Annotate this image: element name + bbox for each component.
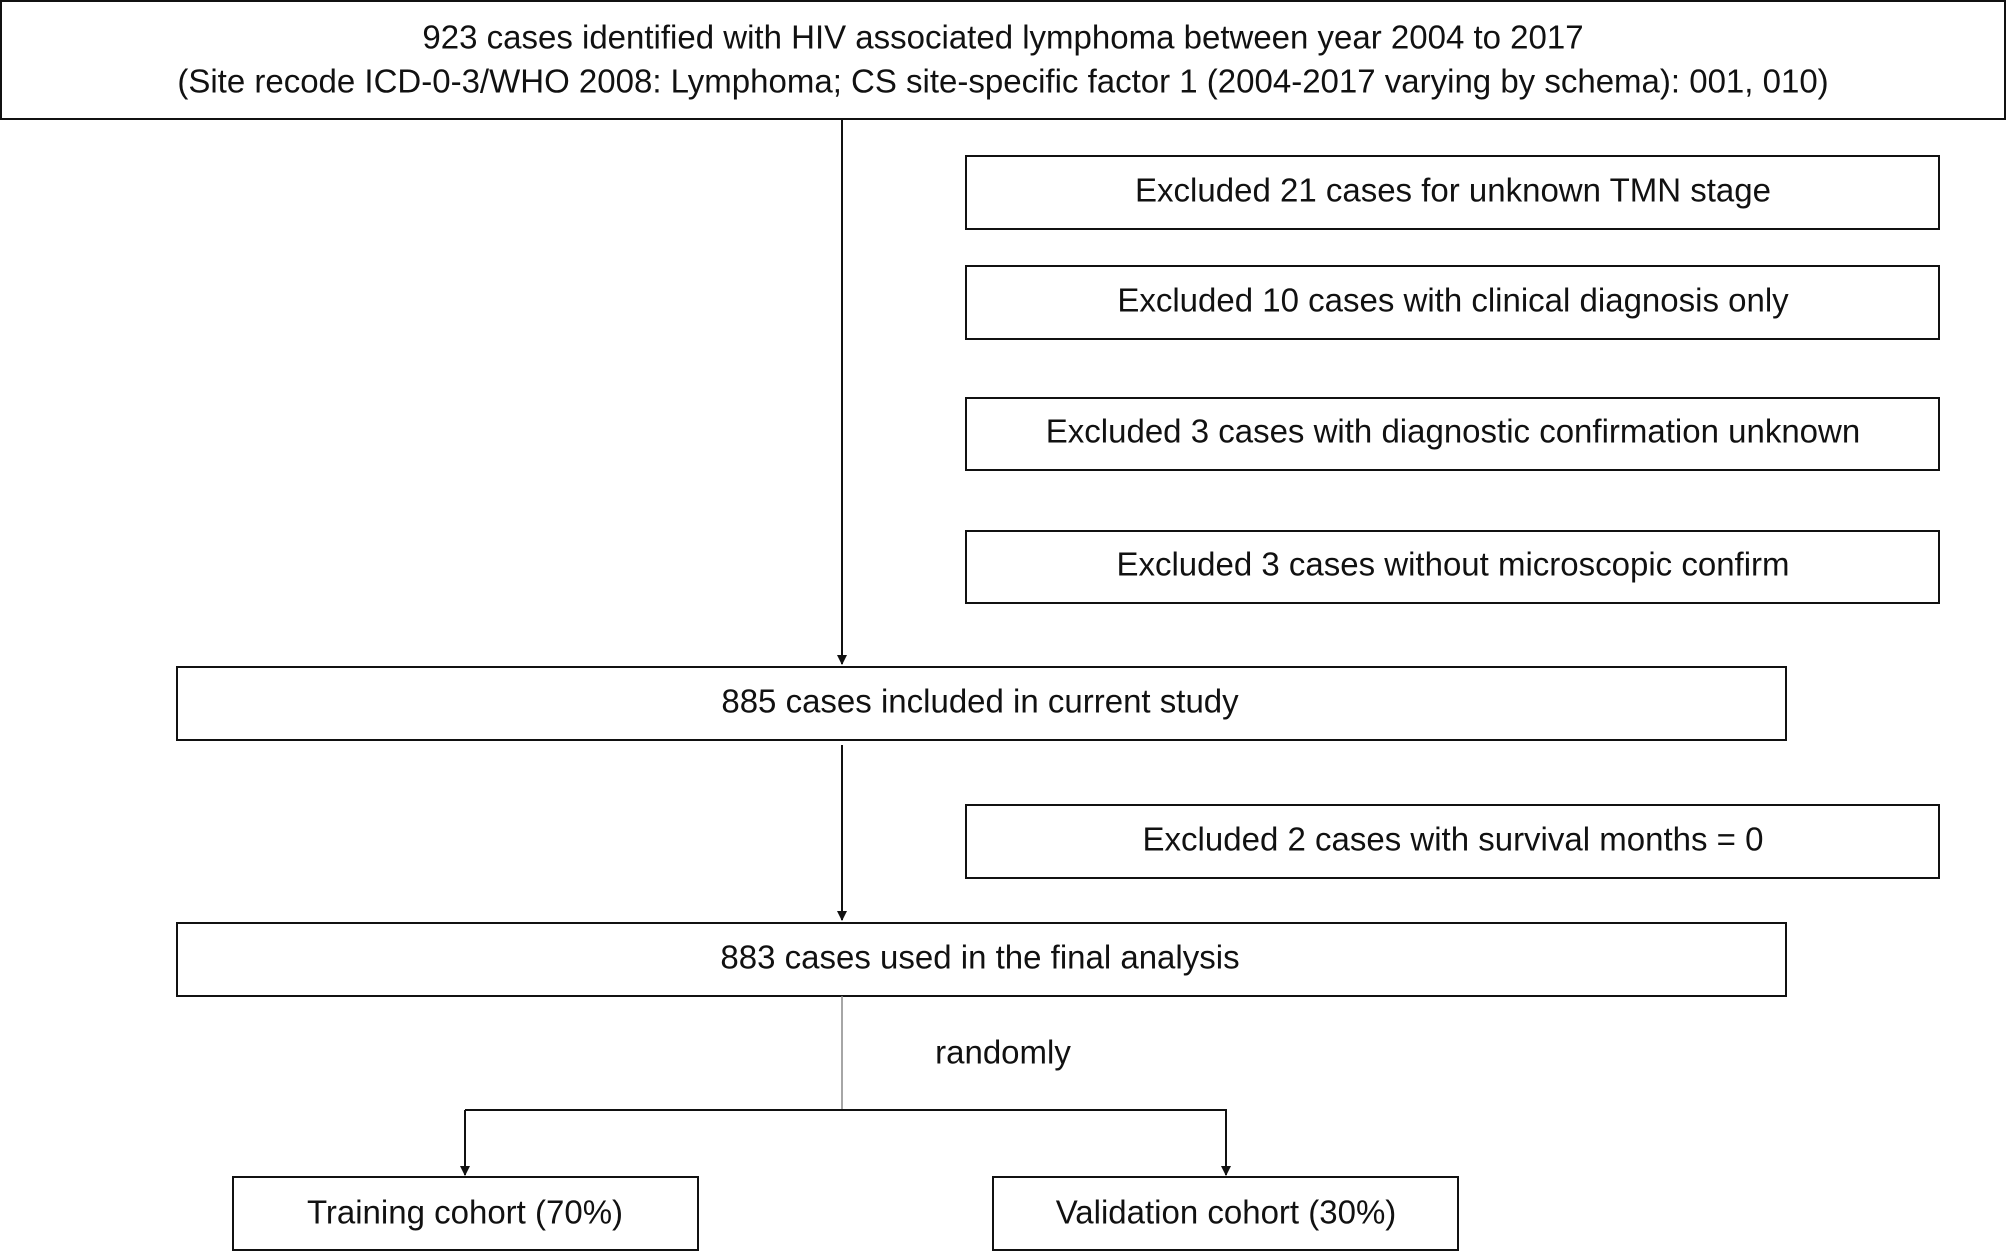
edge-label: randomly — [935, 1034, 1071, 1071]
node-label: Excluded 21 cases for unknown TMN stage — [1135, 172, 1771, 209]
node-label: Excluded 10 cases with clinical diagnosi… — [1117, 282, 1789, 319]
node-label: 883 cases used in the final analysis — [720, 939, 1239, 976]
node-box — [232, 1176, 699, 1251]
node-label: Excluded 2 cases with survival months = … — [1143, 821, 1764, 858]
node-box — [176, 922, 1787, 997]
node-label: 885 cases included in current study — [721, 683, 1239, 720]
node-label: 923 cases identified with HIV associated… — [422, 19, 1583, 56]
node-box — [965, 155, 1940, 230]
node-label: Validation cohort (30%) — [1056, 1194, 1397, 1231]
node-label: Training cohort (70%) — [307, 1194, 623, 1231]
node-box — [965, 397, 1940, 471]
node-box — [965, 265, 1940, 340]
node-box — [992, 1176, 1459, 1251]
node-box — [176, 666, 1787, 741]
node-label: Excluded 3 cases without microscopic con… — [1116, 546, 1789, 583]
node-box — [965, 530, 1940, 604]
node-box — [965, 804, 1940, 879]
node-label: (Site recode ICD-0-3/WHO 2008: Lymphoma;… — [177, 63, 1828, 100]
node-label: Excluded 3 cases with diagnostic confirm… — [1046, 413, 1860, 450]
node-box — [0, 0, 2006, 120]
